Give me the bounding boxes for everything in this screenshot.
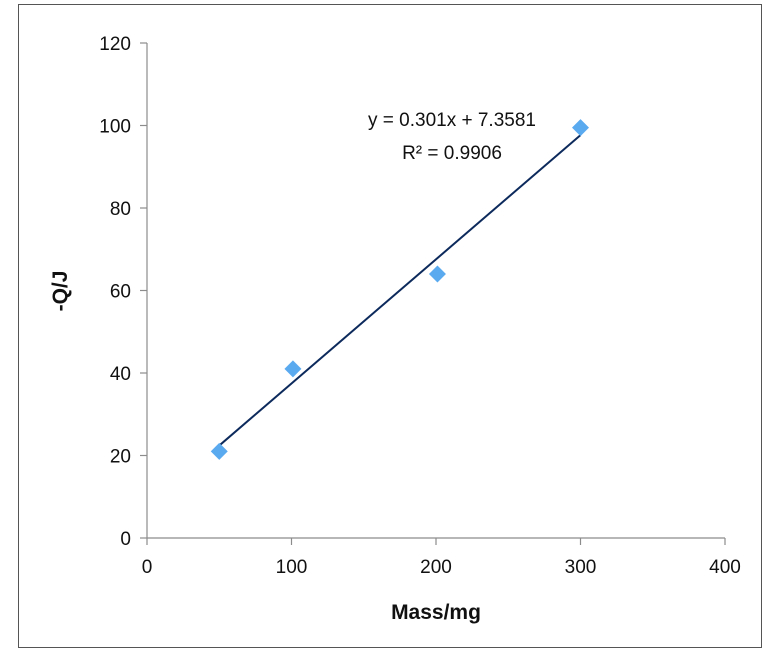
tick-labels: 0 20 40 60 80 100 120 0 100 200 300 400 [99,34,741,578]
x-tick-label: 400 [709,557,741,578]
trendline-group [218,134,582,447]
trendline-r-squared: R² = 0.9906 [402,143,502,164]
y-tick-label: 120 [99,34,131,55]
data-point-marker [284,360,302,378]
y-tick-label: 20 [110,447,131,468]
y-tick-label: 60 [110,282,131,303]
scatter-chart: 0 20 40 60 80 100 120 0 100 200 300 400 y = 0.301x … [49,34,741,624]
x-tick-label: 300 [565,557,597,578]
x-axis-title: Mass/mg [391,601,481,624]
data-point-marker [572,119,589,137]
x-tick-label: 200 [420,557,452,578]
y-tick-label: 40 [110,364,131,385]
data-point-marker [428,265,446,283]
y-tick-label: 0 [120,529,131,550]
data-point-marker [210,442,228,460]
x-tick-label: 0 [142,557,153,578]
trendline [218,134,582,447]
y-tick-label: 100 [99,117,131,138]
y-tick-label: 80 [110,199,131,220]
y-axis-title: -Q/J [49,271,72,312]
chart-frame: 0 20 40 60 80 100 120 0 100 200 300 400 y = 0.301x … [18,4,762,648]
data-points [210,119,589,460]
axes [140,42,726,545]
trendline-equation: y = 0.301x + 7.3581 [368,110,536,131]
x-tick-label: 100 [276,557,308,578]
